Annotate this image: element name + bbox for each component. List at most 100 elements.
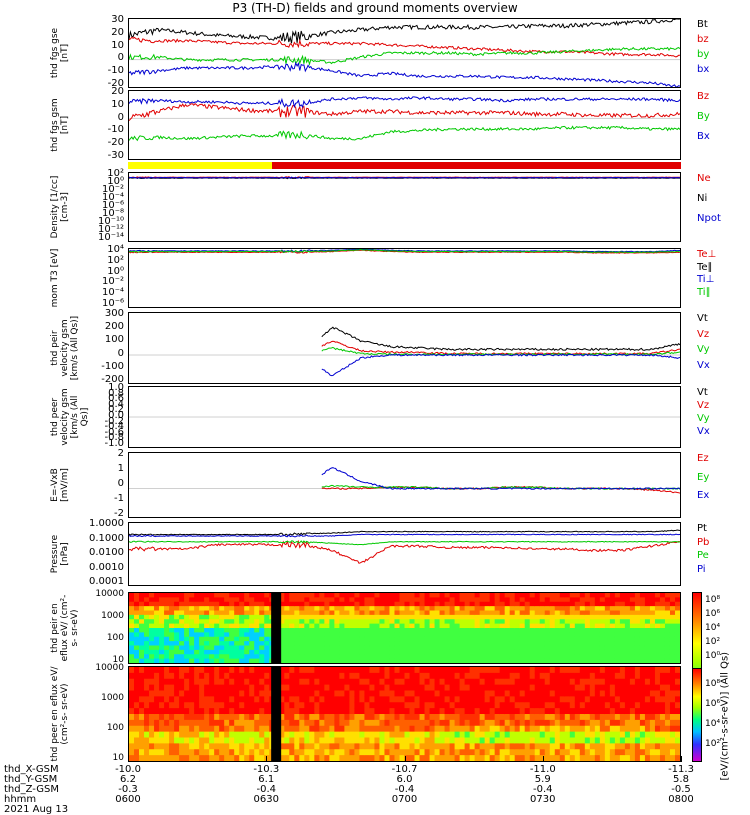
- heatmap-cell: [129, 690, 135, 697]
- heatmap-cell: [559, 649, 566, 655]
- heatmap-cell: [374, 601, 381, 607]
- heatmap-cell: [444, 628, 451, 633]
- heatmap-cell: [319, 628, 325, 633]
- heatmap-cell: [219, 737, 225, 744]
- heatmap-cell: [344, 678, 350, 686]
- heatmap-cell: [484, 597, 491, 603]
- heatmap-cell: [369, 702, 376, 709]
- heatmap-cell: [634, 667, 641, 674]
- panel-efield: [128, 452, 681, 518]
- heatmap-cell: [379, 731, 386, 739]
- heatmap-cell: [234, 645, 240, 651]
- heatmap-cell: [474, 597, 481, 603]
- heatmap-cell: [549, 628, 556, 633]
- heatmap-cell: [539, 725, 546, 733]
- heatmap-cell: [624, 725, 631, 733]
- heatmap-cell: [464, 719, 471, 727]
- heatmap-cell: [529, 690, 536, 697]
- heatmap-cell: [339, 743, 345, 750]
- heatmap-cell: [409, 719, 416, 727]
- series-line-Bz: [129, 103, 680, 121]
- heatmap-cell: [554, 632, 561, 638]
- y-tick-label: 0.8: [108, 387, 124, 399]
- heatmap-cell: [249, 672, 255, 680]
- heatmap-cell: [384, 606, 391, 612]
- heatmap-cell: [264, 702, 270, 709]
- heatmap-cell: [504, 619, 511, 625]
- heatmap-cell: [379, 749, 386, 756]
- heatmap-cell: [289, 619, 295, 625]
- heatmap-cell: [579, 654, 586, 660]
- heatmap-cell: [289, 725, 295, 733]
- heatmap-cell: [449, 672, 456, 680]
- heatmap-cell: [614, 719, 621, 727]
- heatmap-cell: [319, 731, 325, 739]
- heatmap-cell: [664, 702, 671, 709]
- heatmap-cell: [289, 684, 295, 692]
- colorbar-tick: 10⁶: [705, 699, 721, 709]
- heatmap-cell: [604, 743, 611, 750]
- heatmap-cell: [284, 684, 290, 692]
- x-tick-mark: [681, 756, 682, 762]
- heatmap-cell: [189, 714, 195, 721]
- heatmap-cell: [349, 623, 356, 629]
- heatmap-cell: [189, 737, 195, 744]
- heatmap-cell: [519, 684, 526, 692]
- heatmap-cell: [399, 696, 406, 703]
- heatmap-cell: [474, 690, 481, 697]
- heatmap-cell: [169, 743, 175, 750]
- heatmap-cell: [144, 731, 150, 739]
- heatmap-cell: [229, 645, 235, 651]
- heatmap-cell: [664, 645, 671, 651]
- heatmap-cell: [279, 597, 285, 603]
- series-line-by: [129, 46, 680, 67]
- heatmap-cell: [179, 654, 185, 660]
- heatmap-cell: [604, 649, 611, 655]
- heatmap-cell: [399, 678, 406, 686]
- heatmap-cell: [554, 658, 561, 663]
- heatmap-cell: [394, 610, 401, 616]
- heatmap-cell: [329, 731, 335, 739]
- y-tick-label: 0.0: [108, 410, 124, 421]
- heatmap-cell: [134, 614, 140, 620]
- legend-entry: Pb: [697, 536, 710, 548]
- heatmap-cell: [404, 614, 411, 620]
- heatmap-cell: [179, 623, 185, 629]
- heatmap-cell: [144, 667, 150, 674]
- heatmap-cell: [639, 623, 646, 629]
- heatmap-cell: [264, 601, 270, 607]
- heatmap-cell: [214, 667, 220, 674]
- heatmap-cell: [449, 597, 456, 603]
- heatmap-cell: [574, 641, 581, 647]
- heatmap-cell: [214, 714, 220, 721]
- heatmap-cell: [214, 593, 220, 598]
- heatmap-cell: [194, 690, 200, 697]
- heatmap-cell: [454, 601, 461, 607]
- x-tick-y: 5.9: [534, 774, 551, 785]
- heatmap-cell: [379, 593, 386, 598]
- heatmap-cell: [414, 708, 421, 715]
- heatmap-cell: [259, 731, 265, 739]
- heatmap-cell: [669, 654, 676, 660]
- heatmap-cell: [294, 702, 300, 709]
- plot-area-peir_velocity: [129, 326, 680, 377]
- heatmap-cell: [339, 636, 345, 642]
- heatmap-cell: [344, 667, 350, 674]
- heatmap-cell: [619, 606, 626, 612]
- heatmap-cell: [489, 606, 496, 612]
- heatmap-cell: [224, 601, 230, 607]
- heatmap-cell: [619, 684, 626, 692]
- heatmap-cell: [184, 672, 190, 680]
- colorbar-lower: [692, 668, 702, 762]
- heatmap-cell: [189, 725, 195, 733]
- heatmap-cell: [604, 606, 611, 612]
- heatmap-cell: [529, 641, 536, 647]
- heatmap-cell: [334, 725, 340, 733]
- heatmap-cell: [129, 654, 135, 660]
- heatmap-cell: [379, 645, 386, 651]
- heatmap-cell: [399, 619, 406, 625]
- heatmap-cell: [354, 597, 361, 603]
- legend-entry: Vt: [697, 313, 708, 324]
- heatmap-cell: [454, 749, 461, 756]
- heatmap-cell: [599, 708, 606, 715]
